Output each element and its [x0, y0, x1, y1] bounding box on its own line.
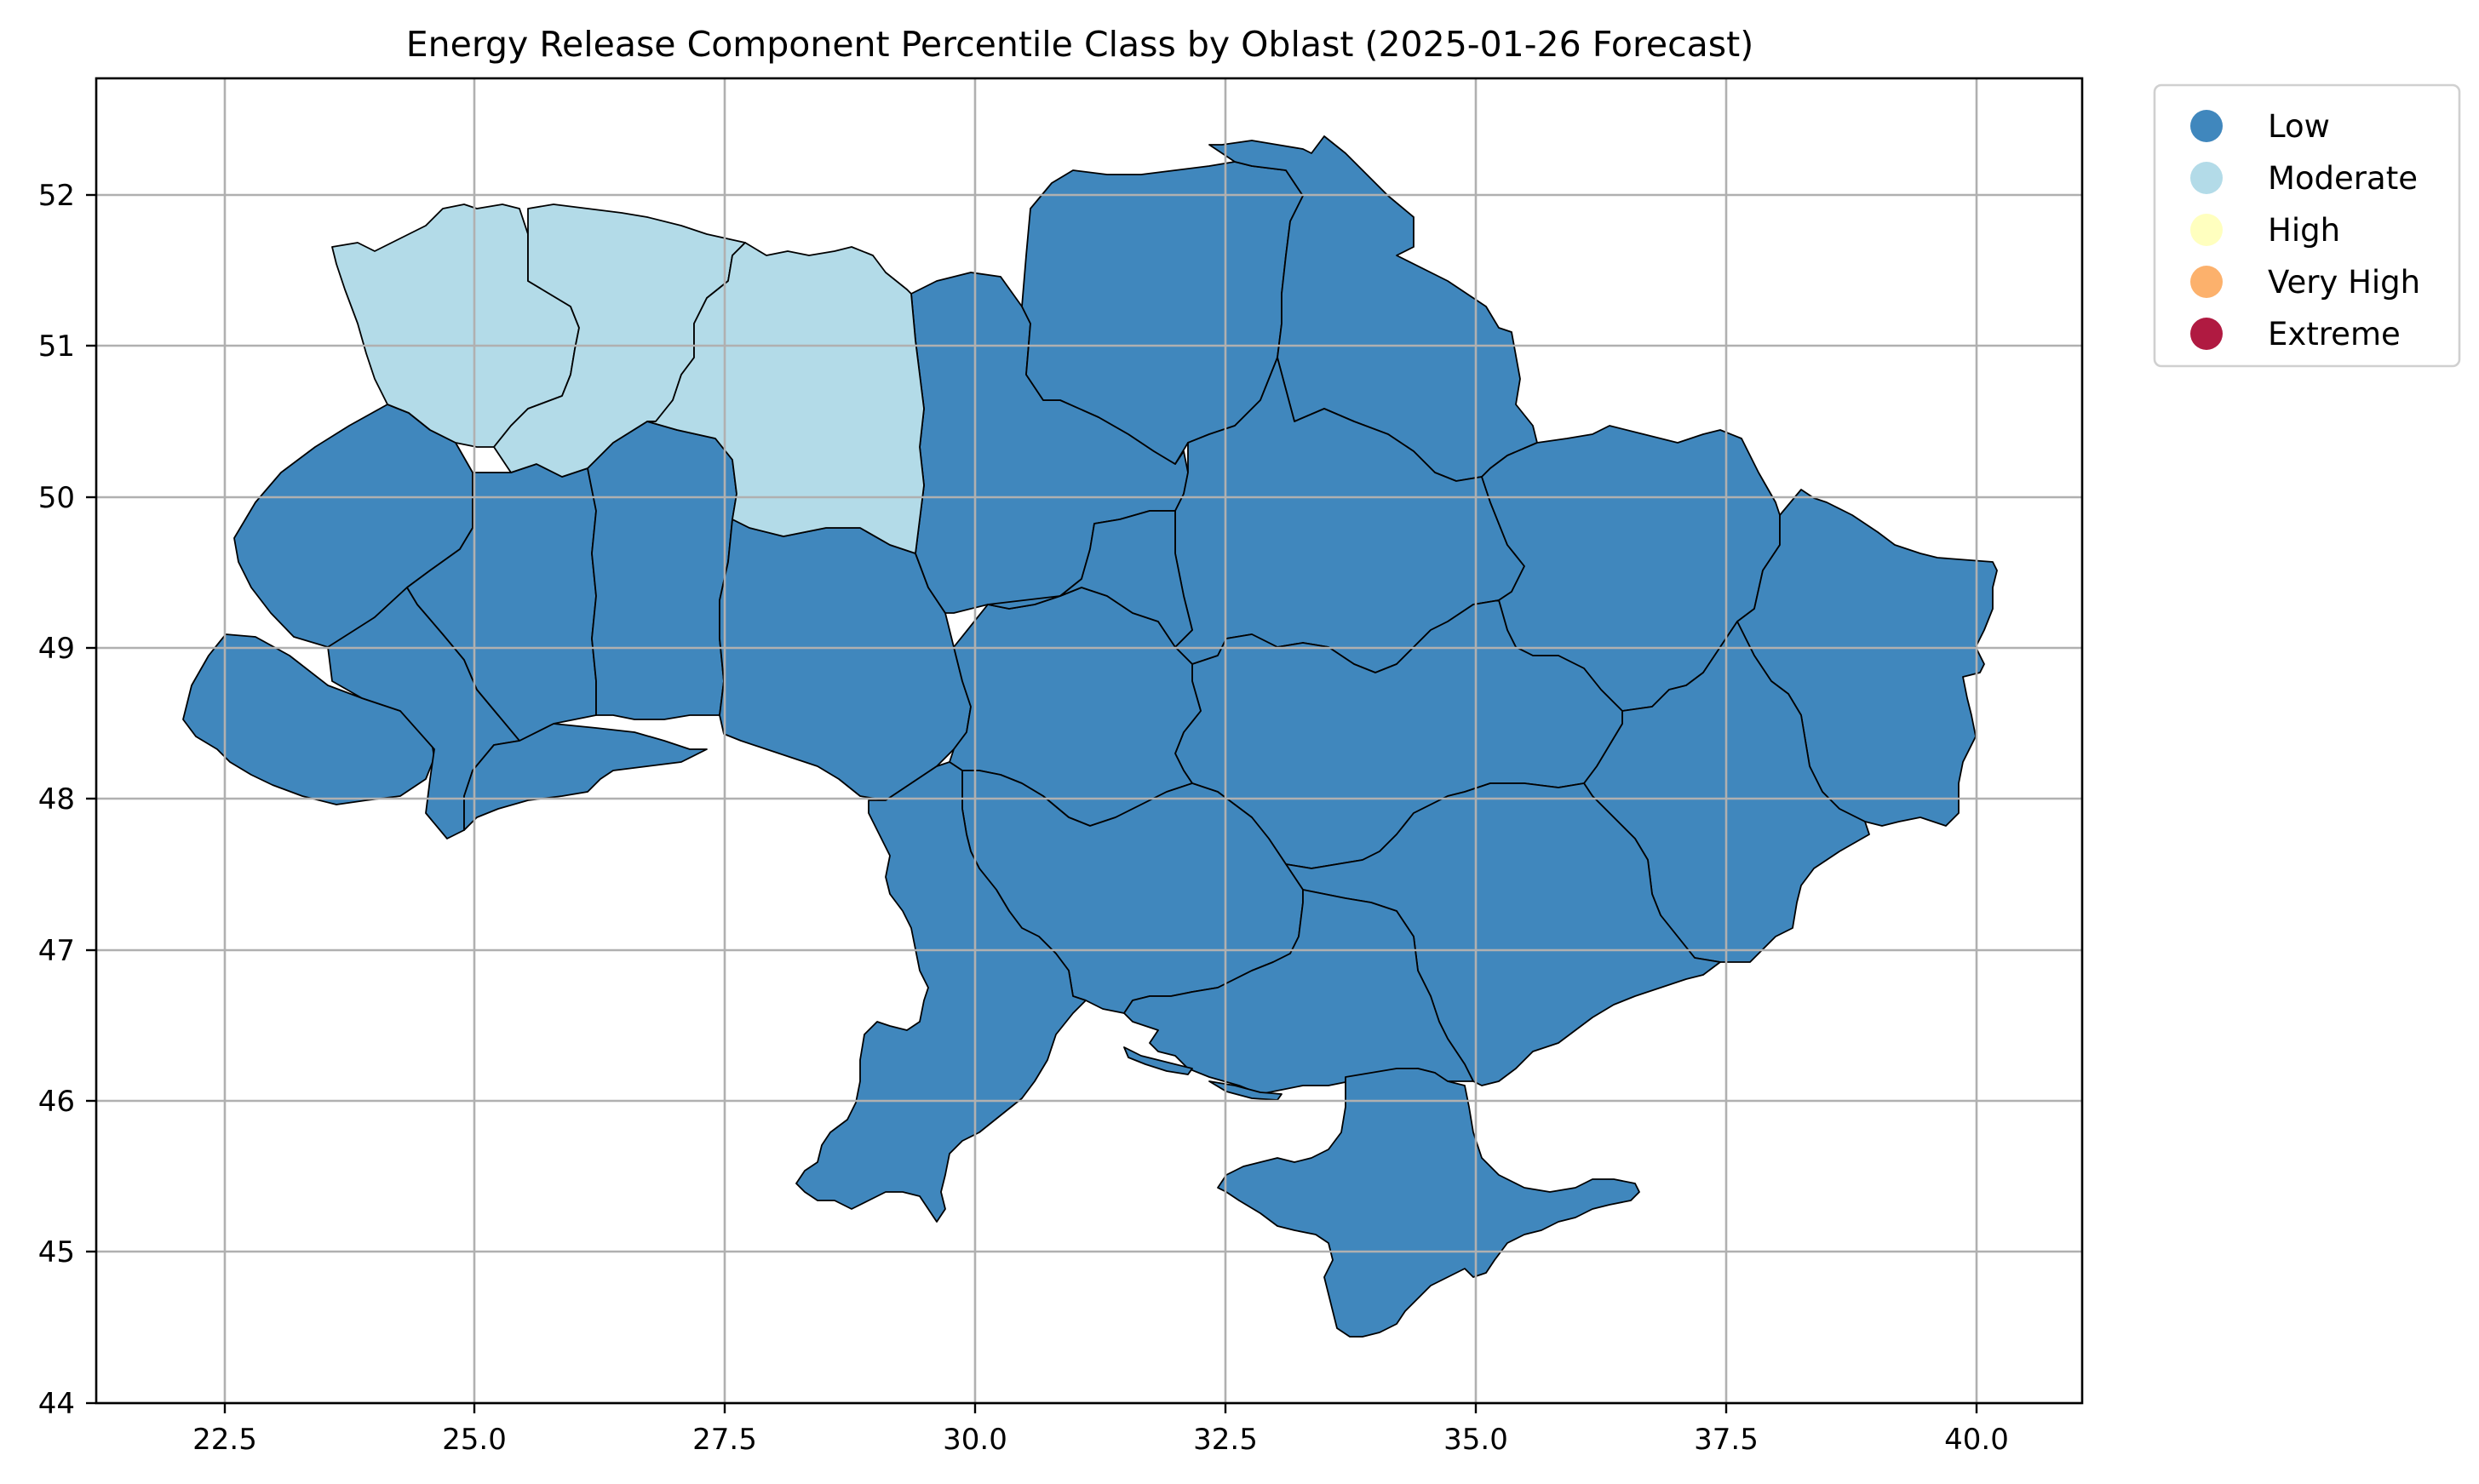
kinburn-spit	[1208, 1080, 1283, 1101]
x-tick-label: 32.5	[1193, 1423, 1258, 1457]
map-title: Energy Release Component Percentile Clas…	[406, 24, 1753, 65]
y-tick-label: 48	[38, 782, 75, 816]
x-tick-label: 25.0	[442, 1423, 507, 1457]
oblast-odesa	[795, 761, 1087, 1223]
y-tick-label: 52	[38, 179, 75, 213]
map-plot-area	[182, 135, 1998, 1338]
oblast-rivne	[493, 203, 746, 478]
legend-swatch-high	[2190, 214, 2223, 246]
legend-label-extreme: Extreme	[2268, 316, 2401, 352]
x-tick-label: 30.0	[943, 1423, 1007, 1457]
legend-label-low: Low	[2268, 108, 2330, 145]
x-tick-label: 37.5	[1694, 1423, 1759, 1457]
oblast-crimea	[1217, 1068, 1640, 1338]
oblast-cherkasy	[987, 510, 1193, 648]
arabat-spit	[1123, 1046, 1193, 1075]
legend-swatch-moderate	[2190, 162, 2223, 194]
legend-label-moderate: Moderate	[2268, 160, 2418, 197]
legend-swatch-extreme	[2190, 318, 2223, 350]
legend-swatch-low	[2190, 110, 2223, 142]
oblast-chernivtsi	[463, 723, 708, 831]
legend: Low Moderate High Very High Extreme	[2153, 83, 2461, 368]
oblast-zhytomyr	[646, 242, 925, 554]
x-tick-label: 35.0	[1443, 1423, 1508, 1457]
y-tick-label: 46	[38, 1085, 75, 1119]
tick-marks	[86, 193, 1978, 1413]
x-tick-label: 27.5	[692, 1423, 757, 1457]
oblast-zakarpattia	[182, 633, 435, 805]
legend-box	[2153, 83, 2461, 368]
x-tick-label: 22.5	[192, 1423, 257, 1457]
x-tick-labels: 22.5 25.0 27.5 30.0 32.5 35.0 37.5 40.0	[192, 1423, 2009, 1457]
legend-label-very-high: Very High	[2268, 264, 2420, 301]
legend-swatch-very-high	[2190, 266, 2223, 298]
oblast-khmelnytskyi	[587, 421, 737, 720]
y-tick-label: 45	[38, 1235, 75, 1269]
y-tick-labels: 52 51 50 49 48 47 46 45 44	[38, 179, 75, 1421]
y-tick-label: 44	[38, 1387, 75, 1421]
x-tick-label: 40.0	[1944, 1423, 2009, 1457]
oblast-kherson	[1123, 889, 1474, 1095]
plot-frame	[95, 77, 2084, 1405]
y-tick-label: 50	[38, 481, 75, 515]
y-tick-label: 49	[38, 632, 75, 666]
y-tick-label: 51	[38, 329, 75, 364]
legend-label-high: High	[2268, 212, 2340, 249]
y-tick-label: 47	[38, 934, 75, 968]
